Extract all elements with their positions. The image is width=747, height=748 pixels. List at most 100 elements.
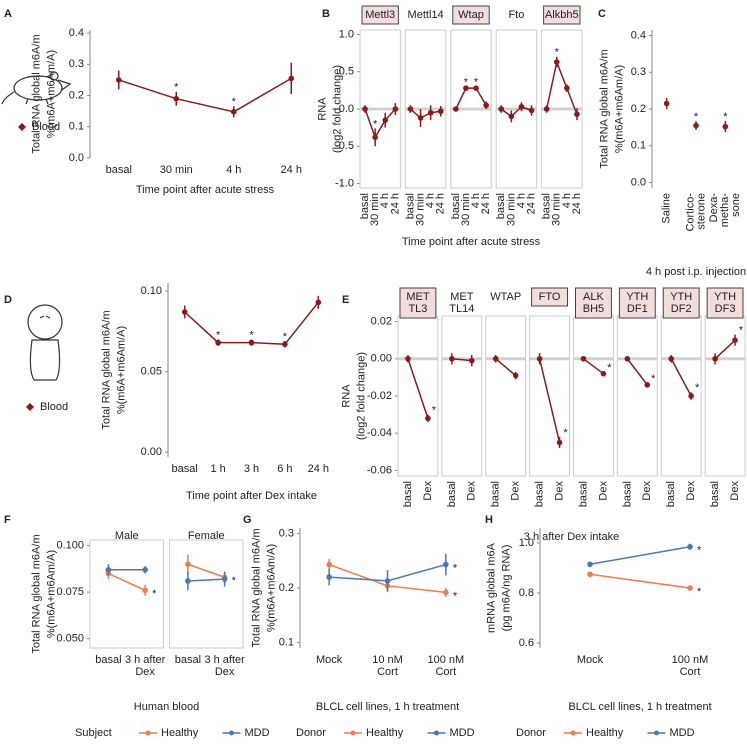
y-axis-title: %(m6A+m6Am/A): [45, 550, 57, 638]
data-point: [417, 115, 424, 121]
facet-title: TL14: [449, 303, 474, 315]
x-tick-label: basal: [495, 193, 507, 219]
x-tick-label: Dex: [641, 481, 653, 501]
data-point: [427, 109, 434, 116]
x-tick-label: basal: [95, 654, 121, 666]
significance-mark: *: [432, 405, 437, 417]
data-point: [668, 355, 675, 362]
x-tick-label: Dex: [685, 481, 697, 501]
data-point: [362, 106, 368, 112]
x-tick-label: 3 h: [244, 463, 259, 475]
data-point: [587, 571, 593, 578]
y-tick-label: -0.02: [367, 390, 392, 402]
series-line: [455, 87, 487, 110]
x-tick-label: basal: [106, 164, 132, 176]
facet-panel: [660, 315, 702, 477]
data-point: [492, 355, 499, 362]
y-axis-title: %(m6A+m6Am/A): [265, 544, 277, 632]
legend-label: Healthy: [586, 727, 624, 739]
data-point: [425, 415, 431, 422]
significance-mark: *: [474, 77, 479, 89]
x-tick-label: basal: [490, 481, 502, 507]
y-axis-title: RNA: [316, 97, 328, 121]
series-line: [714, 339, 736, 360]
x-tick-label: basal: [172, 463, 198, 475]
series-line: [583, 358, 604, 375]
y-tick-label: 0.3: [279, 527, 294, 539]
significance-mark: *: [232, 575, 237, 587]
x-tick-label: 4 h: [379, 193, 391, 208]
y-tick-label: 0.4: [69, 27, 84, 39]
y-tick-label: 0.5: [339, 66, 354, 78]
legend-swatch-point: [229, 730, 234, 736]
series-line: [589, 546, 691, 565]
data-point: [518, 103, 525, 110]
x-tick-label: basal: [446, 481, 458, 507]
data-point: [382, 117, 389, 123]
x-tick-label: basal: [175, 654, 201, 666]
panel-label: H: [485, 514, 493, 526]
data-point: [407, 106, 414, 112]
facet-title-box: [531, 287, 568, 307]
x-tick-label: basal: [621, 481, 633, 507]
series-line: [538, 358, 561, 443]
y-tick-label: 0.0: [339, 103, 354, 115]
data-point: [215, 339, 221, 346]
facet-title: DF1: [627, 303, 648, 315]
significance-mark: *: [563, 427, 568, 439]
data-point: [326, 561, 332, 568]
significance-mark: *: [697, 545, 702, 557]
x-tick-label: 1 h: [210, 463, 225, 475]
legend-label: Healthy: [366, 727, 404, 739]
significance-mark: *: [723, 111, 728, 123]
x-tick-label: Dex: [135, 666, 155, 678]
data-point: [693, 122, 699, 129]
series-line: [118, 77, 292, 113]
x-tick-label: 24 h: [281, 164, 302, 176]
y-tick-label: 0.0: [69, 152, 84, 164]
y-tick-label: 0.4: [631, 29, 646, 41]
y-tick-label: 0.2: [631, 103, 646, 115]
data-point: [687, 585, 693, 591]
facet-title: Mettl3: [365, 9, 395, 21]
panel-label: E: [342, 294, 349, 306]
data-point: [663, 100, 670, 107]
data-point: [732, 337, 738, 343]
data-point: [282, 341, 288, 348]
y-tick-label: 0.8: [519, 587, 534, 599]
data-point: [326, 574, 332, 580]
x-tick-label: 30 min: [505, 193, 517, 226]
significance-mark: *: [555, 47, 560, 59]
y-tick-label: 0.100: [56, 539, 84, 551]
data-point: [512, 372, 519, 379]
x-tick-label: 30 min: [414, 193, 426, 226]
facet-title: MET: [406, 291, 430, 303]
panel-label: C: [598, 8, 606, 20]
significance-mark: *: [232, 96, 237, 108]
series-line: [626, 358, 648, 386]
data-point: [443, 561, 449, 568]
facet-title-box: [706, 287, 744, 319]
legend-swatch-point: [145, 730, 151, 736]
data-point: [173, 95, 180, 102]
mouse-icon: [1, 71, 72, 105]
x-tick-label: 4 h: [561, 193, 573, 208]
data-point: [392, 106, 399, 112]
x-tick-label: 24 h: [571, 193, 583, 214]
x-tick-label: Dexa-: [708, 193, 720, 223]
data-point: [580, 355, 587, 362]
legend-label: MDD: [670, 727, 695, 739]
facet-panel: [704, 315, 746, 477]
x-tick-label: basal: [404, 193, 416, 219]
x-tick-label: Saline: [661, 193, 673, 224]
panel-label: A: [4, 8, 12, 20]
data-point: [600, 370, 607, 377]
x-tick-label: 30 min: [160, 164, 193, 176]
y-axis-title: mRNA global m6A: [485, 542, 497, 633]
facet-title: TL3: [408, 303, 427, 315]
facet-panel: [169, 539, 244, 649]
significance-mark: *: [453, 562, 458, 574]
y-tick-label: 0.1: [279, 636, 294, 648]
y-tick-label: 0.10: [141, 285, 162, 297]
x-axis-title: Time point after acute stress: [402, 236, 541, 248]
